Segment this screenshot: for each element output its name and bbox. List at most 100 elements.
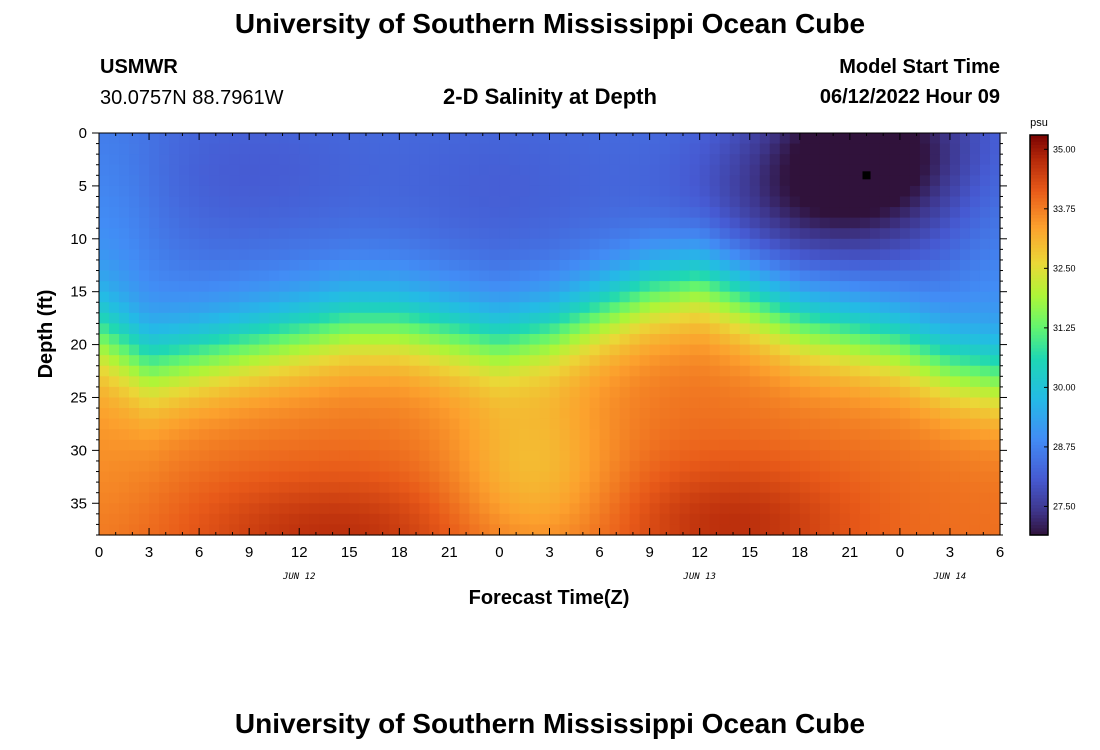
heatmap-cell bbox=[829, 524, 841, 536]
heatmap-cell bbox=[289, 133, 300, 145]
heatmap-cell bbox=[919, 450, 931, 462]
heatmap-cell bbox=[189, 323, 200, 335]
heatmap-cell bbox=[509, 524, 521, 536]
heatmap-cell bbox=[649, 238, 661, 250]
colorbar-band bbox=[1030, 305, 1048, 309]
heatmap-cell bbox=[319, 450, 330, 462]
heatmap-cell bbox=[579, 312, 591, 325]
heatmap-cell bbox=[769, 513, 781, 526]
heatmap-cell bbox=[399, 175, 410, 187]
heatmap-cell bbox=[559, 482, 571, 494]
heatmap-cell bbox=[449, 143, 460, 155]
heatmap-cell bbox=[439, 175, 450, 187]
heatmap-cell bbox=[169, 482, 180, 494]
heatmap-cell bbox=[809, 207, 821, 219]
heatmap-cell bbox=[979, 312, 991, 325]
heatmap-cell bbox=[689, 164, 701, 176]
heatmap-cell bbox=[559, 513, 571, 526]
heatmap-cell bbox=[569, 376, 581, 388]
heatmap-cell bbox=[459, 175, 471, 187]
heatmap-cell bbox=[829, 270, 841, 282]
heatmap-cell bbox=[209, 397, 220, 409]
heatmap-cell bbox=[469, 281, 481, 293]
heatmap-cell bbox=[859, 418, 871, 430]
heatmap-cell bbox=[579, 291, 591, 303]
heatmap-cell bbox=[649, 175, 661, 187]
heatmap-cell bbox=[119, 291, 130, 303]
heatmap-cell bbox=[909, 397, 921, 409]
heatmap-cell bbox=[879, 513, 891, 526]
heatmap-cell bbox=[289, 386, 300, 399]
heatmap-cell bbox=[839, 439, 851, 451]
heatmap-cell bbox=[449, 439, 460, 451]
heatmap-cell bbox=[559, 259, 571, 272]
heatmap-cell bbox=[969, 228, 981, 240]
heatmap-cell bbox=[579, 492, 591, 504]
x-tick-label: 6 bbox=[595, 544, 603, 561]
heatmap-cell bbox=[469, 439, 481, 451]
heatmap-cell bbox=[549, 450, 561, 462]
heatmap-cell bbox=[169, 133, 180, 145]
heatmap-cell bbox=[219, 207, 230, 219]
heatmap-cell bbox=[259, 408, 270, 420]
heatmap-cell bbox=[129, 334, 140, 346]
heatmap-cell bbox=[789, 323, 801, 335]
heatmap-cell bbox=[939, 471, 951, 483]
heatmap-cell bbox=[849, 154, 861, 166]
heatmap-cell bbox=[799, 429, 811, 441]
heatmap-cell bbox=[129, 143, 140, 155]
heatmap-cell bbox=[429, 207, 440, 219]
heatmap-cell bbox=[779, 408, 791, 420]
heatmap-cell bbox=[559, 238, 571, 250]
heatmap-cell bbox=[269, 228, 280, 240]
heatmap-cell bbox=[129, 196, 140, 208]
heatmap-cell bbox=[499, 503, 511, 515]
heatmap-cell bbox=[879, 365, 891, 377]
heatmap-cell bbox=[929, 133, 941, 145]
heatmap-cell bbox=[199, 429, 210, 441]
heatmap-cell bbox=[869, 312, 881, 325]
heatmap-cell bbox=[129, 185, 140, 198]
heatmap-cell bbox=[259, 450, 270, 462]
heatmap-cell bbox=[819, 513, 831, 526]
heatmap-cell bbox=[909, 249, 921, 261]
heatmap-cell bbox=[739, 175, 751, 187]
heatmap-cell bbox=[169, 386, 180, 399]
heatmap-cell bbox=[189, 418, 200, 430]
heatmap-cell bbox=[589, 323, 601, 335]
heatmap-cell bbox=[199, 344, 210, 356]
heatmap-cell bbox=[649, 281, 661, 293]
heatmap-cell bbox=[749, 513, 761, 526]
heatmap-cell bbox=[719, 249, 731, 261]
heatmap-cell bbox=[209, 450, 220, 462]
heatmap-cell bbox=[229, 228, 240, 240]
heatmap-cell bbox=[729, 344, 741, 356]
heatmap-cell bbox=[499, 312, 511, 325]
heatmap-cell bbox=[519, 249, 531, 261]
heatmap-cell bbox=[949, 418, 961, 430]
heatmap-cell bbox=[989, 228, 1001, 240]
heatmap-cell bbox=[829, 323, 841, 335]
heatmap-cell bbox=[349, 450, 360, 462]
heatmap-cell bbox=[669, 418, 681, 430]
heatmap-cell bbox=[669, 460, 681, 473]
heatmap-cell bbox=[439, 429, 450, 441]
heatmap-cell bbox=[159, 471, 170, 483]
heatmap-cell bbox=[549, 334, 561, 346]
heatmap-cell bbox=[629, 196, 641, 208]
heatmap-cell bbox=[869, 270, 881, 282]
heatmap-cell bbox=[129, 302, 140, 314]
heatmap-cell bbox=[499, 450, 511, 462]
heatmap-cell bbox=[319, 334, 330, 346]
heatmap-cell bbox=[839, 344, 851, 356]
heatmap-cell bbox=[589, 207, 601, 219]
heatmap-cell bbox=[769, 259, 781, 272]
heatmap-cell bbox=[989, 291, 1001, 303]
heatmap-cell bbox=[699, 238, 711, 250]
heatmap-cell bbox=[659, 133, 671, 145]
heatmap-cell bbox=[689, 249, 701, 261]
heatmap-cell bbox=[309, 334, 320, 346]
heatmap-cell bbox=[629, 418, 641, 430]
heatmap-cell bbox=[749, 228, 761, 240]
heatmap-cell bbox=[149, 323, 160, 335]
